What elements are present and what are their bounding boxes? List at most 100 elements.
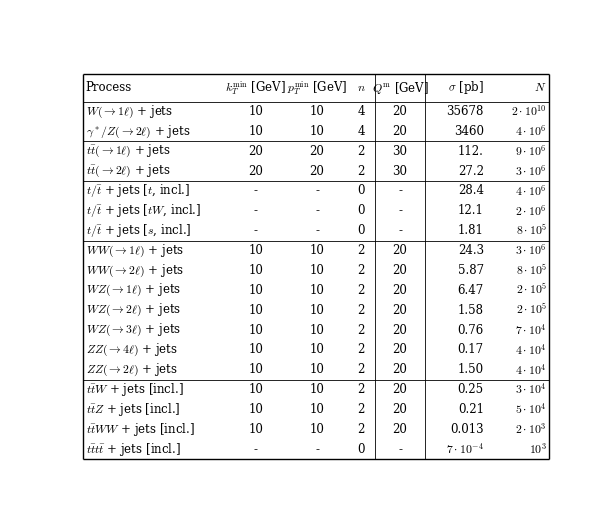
Text: $t/\bar{t}$ + jets [$t$, incl.]: $t/\bar{t}$ + jets [$t$, incl.]: [86, 182, 190, 200]
Text: -: -: [398, 184, 402, 198]
Text: $5 \cdot 10^{4}$: $5 \cdot 10^{4}$: [516, 402, 547, 417]
Text: $p_T^{\mathrm{min}}$ [GeV]: $p_T^{\mathrm{min}}$ [GeV]: [287, 79, 347, 97]
Text: 20: 20: [310, 165, 325, 178]
Text: -: -: [398, 204, 402, 217]
Text: $t\bar{t}Z$ + jets [incl.]: $t\bar{t}Z$ + jets [incl.]: [86, 401, 180, 418]
Text: 0: 0: [358, 443, 365, 456]
Text: $4 \cdot 10^{4}$: $4 \cdot 10^{4}$: [516, 362, 547, 377]
Text: 10: 10: [310, 264, 325, 277]
Text: $8 \cdot 10^{5}$: $8 \cdot 10^{5}$: [516, 223, 547, 238]
Text: $t\bar{t}t\bar{t}$ + jets [incl.]: $t\bar{t}t\bar{t}$ + jets [incl.]: [86, 441, 180, 457]
Text: 10: 10: [310, 284, 325, 297]
Text: 20: 20: [248, 145, 263, 158]
Text: 10: 10: [310, 303, 325, 316]
Text: 3460: 3460: [454, 125, 484, 138]
Text: $2 \cdot 10^{5}$: $2 \cdot 10^{5}$: [516, 302, 547, 318]
Text: 20: 20: [392, 383, 407, 396]
Text: 27.2: 27.2: [458, 165, 484, 178]
Text: 20: 20: [392, 244, 407, 257]
Text: $2 \cdot 10^{6}$: $2 \cdot 10^{6}$: [516, 203, 547, 219]
Text: 2: 2: [358, 343, 365, 356]
Text: 10: 10: [248, 363, 263, 376]
Text: 10: 10: [310, 105, 325, 118]
Text: $WZ(\to 2\ell)$ + jets: $WZ(\to 2\ell)$ + jets: [86, 302, 180, 318]
Text: -: -: [315, 204, 319, 217]
Text: 20: 20: [392, 423, 407, 436]
Text: $\sigma$ [pb]: $\sigma$ [pb]: [448, 80, 484, 96]
Text: 20: 20: [392, 303, 407, 316]
Text: $Q^{\mathrm{m}}$ [GeV]: $Q^{\mathrm{m}}$ [GeV]: [371, 80, 429, 96]
Text: $7 \cdot 10^{-4}$: $7 \cdot 10^{-4}$: [446, 442, 484, 456]
Text: 0.013: 0.013: [450, 423, 484, 436]
Text: 30: 30: [392, 145, 408, 158]
Text: $4 \cdot 10^{6}$: $4 \cdot 10^{6}$: [516, 183, 547, 199]
Text: $WW(\to 2\ell)$ + jets: $WW(\to 2\ell)$ + jets: [86, 263, 184, 279]
Text: 10: 10: [248, 105, 263, 118]
Text: 10: 10: [248, 403, 263, 416]
Text: $WZ(\to 1\ell)$ + jets: $WZ(\to 1\ell)$ + jets: [86, 282, 180, 299]
Text: $n$: $n$: [357, 81, 366, 94]
Text: $t\bar{t}(\to 1\ell)$ + jets: $t\bar{t}(\to 1\ell)$ + jets: [86, 143, 170, 159]
Text: 20: 20: [392, 264, 407, 277]
Text: 10: 10: [248, 323, 263, 336]
Text: 4: 4: [358, 105, 365, 118]
Text: 2: 2: [358, 323, 365, 336]
Text: 2: 2: [358, 363, 365, 376]
Text: $3 \cdot 10^{6}$: $3 \cdot 10^{6}$: [516, 243, 547, 258]
Text: 10: 10: [248, 383, 263, 396]
Text: 20: 20: [392, 105, 407, 118]
Text: Process: Process: [86, 81, 132, 94]
Text: 2: 2: [358, 264, 365, 277]
Text: -: -: [254, 443, 257, 456]
Text: 5.87: 5.87: [458, 264, 484, 277]
Text: $ZZ(\to 2\ell)$ + jets: $ZZ(\to 2\ell)$ + jets: [86, 362, 177, 378]
Text: 20: 20: [310, 145, 325, 158]
Text: -: -: [254, 184, 257, 198]
Text: 0.25: 0.25: [458, 383, 484, 396]
Text: 2: 2: [358, 284, 365, 297]
Text: $t/\bar{t}$ + jets [$tW$, incl.]: $t/\bar{t}$ + jets [$tW$, incl.]: [86, 202, 201, 220]
Text: 10: 10: [310, 244, 325, 257]
Text: 0: 0: [358, 224, 365, 237]
Text: 35678: 35678: [447, 105, 484, 118]
Text: $10^{3}$: $10^{3}$: [529, 442, 547, 456]
Text: 10: 10: [310, 423, 325, 436]
Text: 0.17: 0.17: [458, 343, 484, 356]
Text: $t\bar{t}(\to 2\ell)$ + jets: $t\bar{t}(\to 2\ell)$ + jets: [86, 163, 170, 179]
Text: 1.50: 1.50: [458, 363, 484, 376]
Text: 1.58: 1.58: [458, 303, 484, 316]
Text: $\gamma^*/Z(\to 2\ell)$ + jets: $\gamma^*/Z(\to 2\ell)$ + jets: [86, 123, 190, 139]
Text: 20: 20: [392, 403, 407, 416]
Text: $t/\bar{t}$ + jets [$s$, incl.]: $t/\bar{t}$ + jets [$s$, incl.]: [86, 222, 191, 239]
Text: $2 \cdot 10^{5}$: $2 \cdot 10^{5}$: [516, 282, 547, 298]
Text: -: -: [254, 224, 257, 237]
Text: 20: 20: [392, 363, 407, 376]
Text: 4: 4: [358, 125, 365, 138]
Text: $t\bar{t}WW$ + jets [incl.]: $t\bar{t}WW$ + jets [incl.]: [86, 421, 195, 438]
Text: 112.: 112.: [458, 145, 484, 158]
Text: 2: 2: [358, 244, 365, 257]
Text: $WW(\to 1\ell)$ + jets: $WW(\to 1\ell)$ + jets: [86, 243, 184, 259]
Text: 10: 10: [310, 125, 325, 138]
Text: 10: 10: [248, 284, 263, 297]
Text: -: -: [315, 443, 319, 456]
Text: 10: 10: [248, 343, 263, 356]
Text: $2 \cdot 10^{3}$: $2 \cdot 10^{3}$: [516, 422, 547, 437]
Text: $3 \cdot 10^{4}$: $3 \cdot 10^{4}$: [516, 382, 547, 397]
Text: $N$: $N$: [534, 81, 547, 94]
Text: $7 \cdot 10^{4}$: $7 \cdot 10^{4}$: [516, 323, 547, 337]
Text: 0.21: 0.21: [458, 403, 484, 416]
Text: 20: 20: [248, 165, 263, 178]
Text: 2: 2: [358, 145, 365, 158]
Text: -: -: [315, 224, 319, 237]
Text: 10: 10: [310, 323, 325, 336]
Text: 1.81: 1.81: [458, 224, 484, 237]
Text: 10: 10: [248, 264, 263, 277]
Text: 2: 2: [358, 303, 365, 316]
Text: 2: 2: [358, 165, 365, 178]
Text: 24.3: 24.3: [458, 244, 484, 257]
Text: $2 \cdot 10^{10}$: $2 \cdot 10^{10}$: [511, 104, 547, 119]
Text: $WZ(\to 3\ell)$ + jets: $WZ(\to 3\ell)$ + jets: [86, 322, 180, 338]
Text: $k_T^{\mathrm{min}}$ [GeV]: $k_T^{\mathrm{min}}$ [GeV]: [225, 79, 286, 97]
Text: 0: 0: [358, 184, 365, 198]
